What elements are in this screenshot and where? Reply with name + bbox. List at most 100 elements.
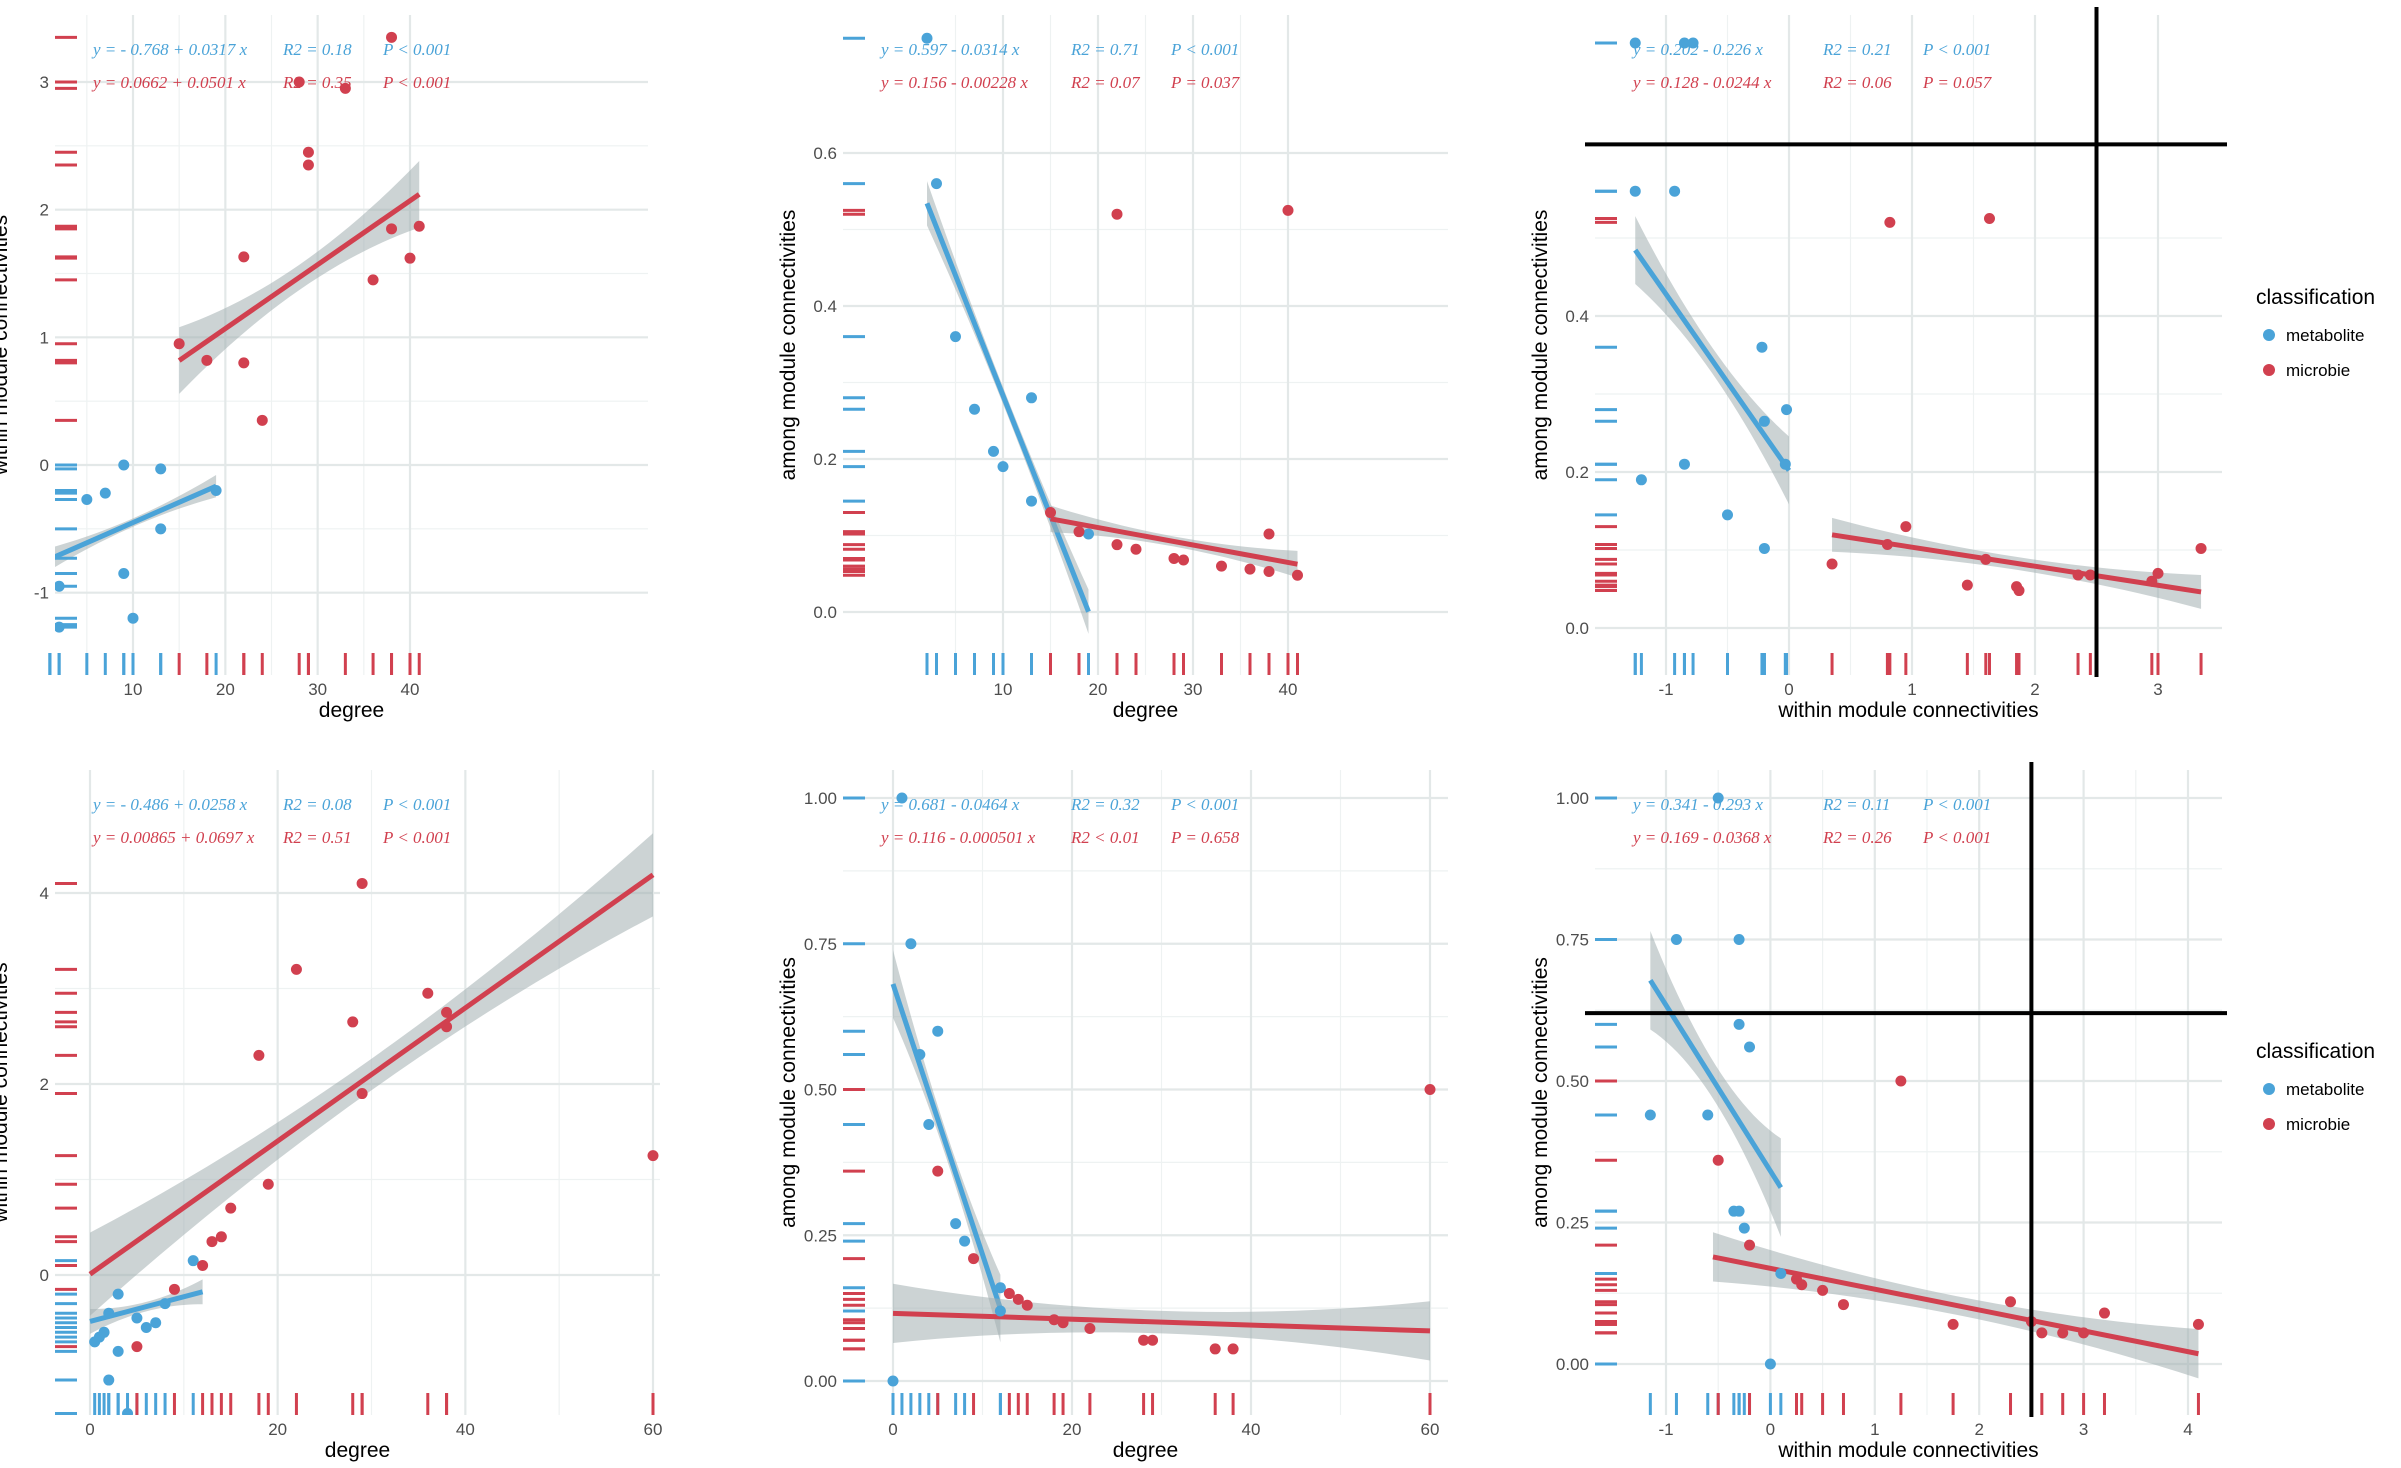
data-point-metabolite	[159, 1298, 171, 1310]
data-point-metabolite	[887, 1375, 899, 1387]
data-point-microbie	[2098, 1307, 2110, 1319]
data-point-microbie	[302, 159, 314, 171]
data-point-metabolite	[1733, 934, 1745, 945]
equation-text-microbie: y = 0.116 - 0.000501 x	[879, 828, 1036, 847]
data-point-metabolite	[1779, 458, 1791, 470]
data-point-microbie	[2072, 569, 2084, 581]
equation-text-microbie: R2 = 0.51	[282, 828, 352, 847]
data-point-microbie	[262, 1178, 274, 1190]
data-point-metabolite	[118, 568, 130, 580]
equation-text-microbie: P < 0.001	[382, 73, 451, 92]
equation-text-metabolite: y = 0.597 - 0.0314 x	[879, 40, 1020, 59]
data-point-microbie	[1826, 558, 1838, 570]
x-tick-label: 3	[2153, 680, 2162, 699]
data-point-microbie	[1138, 1334, 1150, 1346]
equation-text-metabolite: P < 0.001	[382, 40, 451, 59]
x-tick-label: 60	[1421, 1420, 1440, 1439]
data-point-microbie	[1003, 1288, 1015, 1300]
legend-key-metabolite	[2263, 1083, 2275, 1095]
reference-lines	[1585, 762, 2227, 1417]
data-point-microbie	[1983, 213, 1995, 224]
data-point-microbie	[1045, 507, 1056, 519]
data-point-metabolite	[1678, 458, 1690, 470]
data-point-microbie	[441, 1021, 453, 1033]
data-point-metabolite	[210, 485, 222, 497]
data-point-metabolite	[1670, 934, 1682, 945]
reference-lines	[1585, 7, 2227, 677]
equation-text-metabolite: P < 0.001	[1922, 795, 1991, 814]
data-point-metabolite	[1758, 542, 1770, 554]
data-point-metabolite	[1629, 185, 1641, 197]
data-point-microbie	[1178, 554, 1189, 566]
y-tick-label: 0.6	[813, 144, 837, 163]
equation-text-microbie: y = 0.156 - 0.00228 x	[879, 73, 1028, 92]
x-tick-label: 0	[1784, 680, 1793, 699]
point-layer	[921, 32, 1303, 581]
data-point-metabolite	[950, 1218, 962, 1230]
legend-key-microbie	[2263, 1118, 2275, 1130]
data-point-microbie	[1900, 521, 1912, 533]
x-tick-label: 30	[308, 680, 327, 699]
x-tick-label: 40	[1279, 680, 1298, 699]
equation-text-metabolite: P < 0.001	[1170, 795, 1239, 814]
data-point-microbie	[173, 338, 185, 350]
data-point-microbie	[1292, 569, 1303, 581]
y-tick-label: 0.50	[804, 1081, 837, 1100]
rug-layer	[843, 796, 1432, 1415]
data-point-microbie	[290, 963, 302, 975]
data-point-microbie	[1111, 208, 1123, 220]
data-point-metabolite	[932, 1025, 944, 1037]
x-tick-label: 20	[268, 1420, 287, 1439]
x-tick-label: 2	[2030, 680, 2039, 699]
equation-text-metabolite: R2 = 0.08	[282, 795, 352, 814]
y-tick-label: 0.25	[804, 1226, 837, 1245]
legend-top: classification metabolite microbie	[2256, 286, 2375, 380]
data-point-microbie	[1961, 579, 1973, 591]
regression-annotations: y = 0.341 - 0.293 x R2 = 0.11 P < 0.001 y =…	[1631, 795, 1991, 847]
fit-layer	[924, 181, 1298, 634]
y-tick-label: 0.4	[813, 297, 837, 316]
data-point-metabolite	[122, 1407, 134, 1415]
data-point-microbie	[197, 1259, 209, 1271]
y-tick-label: 0	[40, 456, 49, 475]
y-tick-label: 0.0	[813, 603, 837, 622]
point-layer	[1644, 792, 2204, 1370]
data-point-microbie	[356, 877, 368, 889]
fit-line-microbie	[1050, 516, 1298, 567]
data-point-metabolite	[155, 463, 167, 475]
fit-line-microbie	[1712, 1254, 2199, 1357]
legend-title: classification	[2256, 1040, 2375, 1063]
data-point-metabolite	[103, 1374, 115, 1386]
data-point-microbie	[1424, 1084, 1436, 1095]
tick-labels: 10 20 30 40 0.0 0.2 0.4 0.6	[813, 144, 1297, 699]
equation-text-metabolite: R2 = 0.18	[282, 40, 352, 59]
regression-annotations: y = 0.681 - 0.0464 x R2 = 0.32 P < 0.001 y …	[879, 795, 1240, 847]
data-point-metabolite	[55, 571, 56, 576]
data-point-metabolite	[1738, 1222, 1750, 1234]
x-tick-label: 0	[1766, 1420, 1775, 1439]
data-point-metabolite	[1644, 1109, 1656, 1121]
regression-annotations: y = - 0.768 + 0.0317 x R2 = 0.18 P < 0.001…	[91, 40, 451, 92]
equation-text-microbie: R2 = 0.07	[1070, 73, 1141, 92]
x-tick-label: 30	[1184, 680, 1203, 699]
x-tick-label: -1	[1658, 1420, 1673, 1439]
data-point-metabolite	[931, 178, 942, 190]
data-point-microbie	[1130, 543, 1142, 555]
data-point-microbie	[2005, 1296, 2017, 1308]
data-point-microbie	[1282, 204, 1294, 216]
equation-text-microbie: P = 0.057	[1922, 73, 1993, 92]
y-tick-label: 1.00	[804, 789, 837, 808]
x-tick-label: 0	[85, 1420, 94, 1439]
gridlines	[843, 770, 1448, 1415]
chart-panel-6: -1 0 1 2 3 4 0.00 0.25 0.50 0.75 1.00 within module…	[1529, 762, 2227, 1462]
equation-text-metabolite: P < 0.001	[382, 795, 451, 814]
data-point-metabolite	[1702, 1109, 1714, 1121]
y-tick-label: 3	[40, 73, 49, 92]
data-point-metabolite	[1758, 415, 1770, 427]
y-tick-label: 0.4	[1565, 307, 1589, 326]
data-point-metabolite	[1026, 495, 1037, 507]
x-tick-label: 2	[1974, 1420, 1983, 1439]
equation-text-metabolite: y = 0.202 - 0.226 x	[1631, 40, 1763, 59]
data-point-microbie	[1817, 1284, 1829, 1296]
